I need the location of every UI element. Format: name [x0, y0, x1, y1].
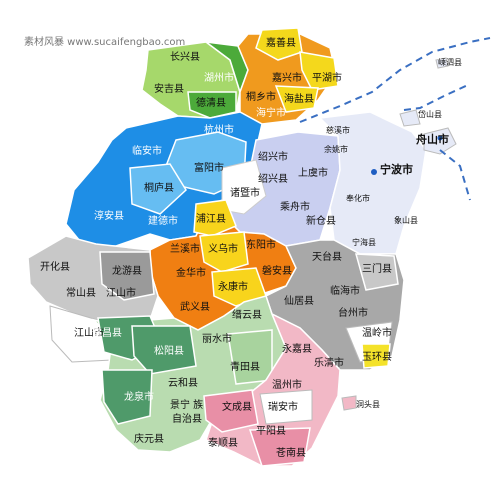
- label-yuhuan: 玉环县: [362, 352, 392, 363]
- label-huzhou: 湖州市: [204, 73, 234, 84]
- region-ruian: [259, 389, 313, 425]
- label-yongkang: 永康市: [218, 282, 248, 293]
- label-shangyu: 上虞市: [298, 168, 328, 179]
- label-jiangshan-1: 江山市: [106, 288, 136, 299]
- label-xinchang: 新仓县: [306, 216, 336, 227]
- city-dot-ningbo: [371, 169, 377, 175]
- label-pingyang: 平阳县: [256, 426, 286, 437]
- label-ningbo: 宁波市: [380, 163, 413, 176]
- label-qingtian: 青田县: [230, 362, 260, 373]
- label-pujiang: 浦江县: [196, 214, 226, 225]
- label-tonglu: 桐庐县: [144, 183, 174, 194]
- region-pujiang: [193, 199, 237, 237]
- label-cangnan: 苍南县: [276, 448, 306, 459]
- label-wuyi: 武义县: [180, 302, 210, 313]
- region-shengsi: [435, 57, 449, 69]
- label-cixi: 慈溪市: [326, 126, 350, 135]
- label-chunan: 淳安县: [94, 211, 124, 222]
- label-linhai: 临海市: [330, 286, 360, 297]
- label-longyou: 龙游县: [112, 266, 142, 277]
- label-daishan: 岱山县: [418, 110, 442, 119]
- label-wenling: 温岭市: [362, 328, 392, 339]
- label-ninghai: 宁海县: [352, 238, 376, 247]
- coastline-east: [439, 149, 471, 201]
- region-longyou: [99, 251, 155, 301]
- label-chengzhou: 乘舟市: [280, 202, 310, 213]
- label-sanmen: 三门县: [362, 264, 392, 275]
- label-qingyuan: 庆元县: [134, 434, 164, 445]
- label-hangzhou: 杭州市: [204, 125, 234, 136]
- region-cangnan: [248, 427, 311, 467]
- region-zhoushan: [423, 127, 457, 155]
- label-panan: 磐安县: [262, 266, 292, 277]
- region-yuhuan: [361, 343, 391, 369]
- label-dongyang: 东阳市: [246, 240, 276, 251]
- label-jinyun: 缙云县: [232, 310, 262, 321]
- label-anji: 安吉县: [154, 84, 184, 95]
- label-haining: 海宁市: [256, 108, 286, 119]
- label-xiangshan: 象山县: [394, 216, 418, 225]
- label-linan: 临安市: [132, 146, 162, 157]
- label-kaihua: 开化县: [40, 262, 70, 273]
- label-longquan: 龙泉市: [124, 392, 154, 403]
- label-zhoushan: 舟山市: [416, 133, 449, 146]
- label-songyang: 松阳县: [154, 346, 184, 357]
- label-haiyan: 海盐县: [284, 94, 314, 105]
- label-shengsi: 嵊泗县: [438, 58, 462, 67]
- region-jiaxing-yellow: [255, 27, 303, 61]
- label-dongtou: 洞头县: [356, 400, 380, 409]
- label-jiashan: 嘉善县: [266, 38, 296, 49]
- watermark: 素材风暴 www.sucaifengbao.com: [24, 37, 186, 48]
- label-lanxi: 兰溪市: [170, 244, 200, 255]
- region-haiyan: [274, 85, 319, 113]
- label-changxing: 长兴县: [170, 52, 200, 63]
- label-changshan: 常山县: [66, 288, 96, 299]
- label-yuyao: 余姚市: [324, 145, 348, 154]
- label-suichang: 遂昌县: [92, 328, 122, 339]
- label-wenzhou: 温州市: [272, 380, 302, 391]
- label-wencheng: 文成县: [222, 402, 252, 413]
- label-taizhou: 台州市: [338, 308, 368, 319]
- label-xianju: 仙居县: [284, 296, 314, 307]
- region-pinghu: [299, 51, 339, 91]
- region-qingtian: [227, 329, 273, 385]
- label-fuyang: 富阳市: [194, 163, 224, 174]
- label-jinhua: 金华市: [176, 268, 206, 279]
- label-tiantai: 天台县: [312, 252, 342, 263]
- region-dongtou: [341, 395, 357, 411]
- label-fenghua: 奉化市: [346, 194, 370, 203]
- label-ruian: 瑞安市: [268, 402, 298, 413]
- label-jiaxing: 嘉兴市: [272, 73, 302, 84]
- label-pinghu: 平湖市: [312, 73, 342, 84]
- label-jiangshan-2: 江山市: [74, 328, 104, 339]
- coastline-south: [403, 83, 471, 111]
- label-zizhixian: 自治县: [172, 414, 202, 425]
- label-jiande: 建德市: [148, 216, 178, 227]
- label-jingning: 景宁 族: [170, 400, 204, 411]
- region-tonglu: [129, 163, 187, 215]
- label-shaoxing: 绍兴市: [258, 152, 288, 163]
- region-songyang: [131, 325, 197, 375]
- region-daishan: [399, 109, 421, 127]
- city-dot-zhoushan: [437, 135, 443, 141]
- label-tongxiang: 桐乡市: [246, 92, 276, 103]
- region-longquan: [101, 369, 153, 425]
- coastline: [299, 37, 491, 123]
- region-yiwu: [199, 231, 249, 273]
- region-sanmen: [354, 253, 399, 291]
- region-wencheng: [203, 389, 259, 433]
- label-yiwu: 义乌市: [208, 244, 238, 255]
- label-lishui: 丽水市: [202, 334, 232, 345]
- label-deqing: 德清县: [196, 98, 226, 109]
- label-yueqing: 乐清市: [314, 358, 344, 369]
- label-shaoxing-county: 绍兴县: [258, 174, 288, 185]
- label-taishun: 泰顺县: [208, 438, 238, 449]
- label-zhuji: 诸暨市: [230, 188, 260, 199]
- label-yunhe: 云和县: [168, 378, 198, 389]
- label-yongjia: 永嘉县: [282, 344, 312, 355]
